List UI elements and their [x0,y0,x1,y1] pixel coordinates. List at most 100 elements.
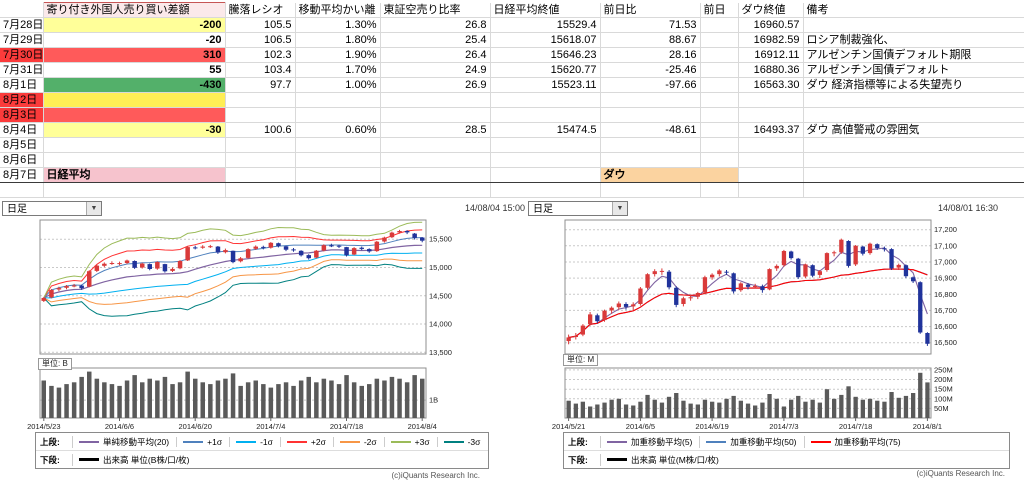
dow-close-cell[interactable]: 16880.36 [738,62,804,78]
empty-cell[interactable] [803,107,1024,123]
empty-cell[interactable] [225,182,296,198]
diff-cell[interactable]: 55 [43,62,226,78]
deviation-cell[interactable]: 0.60% [295,122,381,138]
diff-cell[interactable] [43,107,226,123]
ratio-cell[interactable]: 106.5 [225,32,296,48]
date-cell[interactable]: 8月2日 [0,92,44,108]
empty-cell[interactable] [295,107,381,123]
empty-cell[interactable] [295,182,381,198]
empty-cell[interactable] [0,182,44,198]
chevron-down-icon[interactable]: ▼ [86,202,101,215]
date-cell[interactable]: 7月30日 [0,47,44,63]
date-cell[interactable]: 8月3日 [0,107,44,123]
dow-close-cell[interactable]: 16960.57 [738,17,804,33]
empty-cell[interactable] [490,107,601,123]
empty-cell[interactable] [700,77,739,93]
empty-cell[interactable] [380,152,491,168]
empty-cell[interactable] [600,137,701,153]
header-dow-close[interactable]: ダウ終値 [738,2,804,18]
dow-close-cell[interactable]: 16912.11 [738,47,804,63]
empty-cell[interactable] [700,182,739,198]
nikkei-close-cell[interactable]: 15646.23 [490,47,601,63]
empty-cell[interactable] [803,152,1024,168]
dow-close-cell[interactable]: 16982.59 [738,32,804,48]
deviation-cell[interactable]: 1.00% [295,77,381,93]
deviation-cell[interactable]: 1.80% [295,32,381,48]
date-cell[interactable]: 7月31日 [0,62,44,78]
interval-select-nikkei[interactable]: 日足 ▼ [2,201,102,216]
empty-cell[interactable] [380,107,491,123]
change-cell[interactable]: 88.67 [600,32,701,48]
date-cell[interactable]: 7月29日 [0,32,44,48]
empty-cell[interactable] [490,152,601,168]
empty-cell[interactable] [738,152,804,168]
empty-cell[interactable] [225,92,296,108]
chevron-down-icon[interactable]: ▼ [612,202,627,215]
diff-cell[interactable]: -430 [43,77,226,93]
empty-cell[interactable] [738,107,804,123]
change-cell[interactable]: 71.53 [600,17,701,33]
change-cell[interactable]: -97.66 [600,77,701,93]
note-cell[interactable]: アルゼンチン国債デフォルト [803,62,1024,78]
header-foreign-diff[interactable]: 寄り付き外国人売り買い差額 [42,2,226,18]
empty-cell[interactable] [490,182,601,198]
header-ratio[interactable]: 騰落レシオ [225,2,296,18]
empty-cell[interactable] [43,182,226,198]
empty-cell[interactable] [600,182,701,198]
empty-cell[interactable] [803,167,1024,183]
header-short-ratio[interactable]: 東証空売り比率 [380,2,491,18]
empty-cell[interactable] [738,137,804,153]
change-cell[interactable]: -25.46 [600,62,701,78]
date-cell[interactable]: 8月6日 [0,152,44,168]
short-ratio-cell[interactable]: 28.5 [380,122,491,138]
empty-cell[interactable] [600,92,701,108]
diff-cell[interactable]: 310 [43,47,226,63]
note-cell[interactable]: ダウ 高値警戒の雰囲気 [803,122,1024,138]
empty-cell[interactable] [700,32,739,48]
nikkei-label-cell[interactable]: 日経平均 [42,167,226,183]
empty-cell[interactable] [380,92,491,108]
diff-cell[interactable]: -30 [43,122,226,138]
interval-select-dow[interactable]: 日足 ▼ [528,201,628,216]
header-note[interactable]: 備考 [803,2,1024,18]
note-cell[interactable] [803,17,1024,33]
empty-cell[interactable] [803,137,1024,153]
change-cell[interactable]: -48.61 [600,122,701,138]
empty-cell[interactable] [700,137,739,153]
empty-cell[interactable] [295,137,381,153]
nikkei-close-cell[interactable]: 15620.77 [490,62,601,78]
nikkei-close-cell[interactable]: 15474.5 [490,122,601,138]
date-cell[interactable]: 8月1日 [0,77,44,93]
date-cell[interactable]: 8月4日 [0,122,44,138]
change-cell[interactable]: 28.16 [600,47,701,63]
empty-cell[interactable] [490,167,601,183]
empty-cell[interactable] [700,47,739,63]
empty-cell[interactable] [380,167,491,183]
empty-cell[interactable] [490,137,601,153]
header-nikkei-close[interactable]: 日経平均終値 [490,2,601,18]
ratio-cell[interactable]: 97.7 [225,77,296,93]
date-cell[interactable]: 8月7日 [0,167,44,183]
empty-cell[interactable] [700,17,739,33]
empty-cell[interactable] [490,92,601,108]
ratio-cell[interactable]: 100.6 [225,122,296,138]
empty-cell[interactable] [700,152,739,168]
empty-cell[interactable] [600,107,701,123]
note-cell[interactable]: アルゼンチン国債デフォルト期限 [803,47,1024,63]
note-cell[interactable]: ロシア制裁強化、 [803,32,1024,48]
empty-cell[interactable] [600,152,701,168]
ratio-cell[interactable]: 105.5 [225,17,296,33]
nikkei-close-cell[interactable]: 15618.07 [490,32,601,48]
empty-cell[interactable] [738,182,804,198]
ratio-cell[interactable]: 102.3 [225,47,296,63]
diff-cell[interactable]: -200 [43,17,226,33]
header-prev-day[interactable]: 前日 [700,2,739,18]
dow-label-cell[interactable]: ダウ [599,167,739,183]
deviation-cell[interactable]: 1.30% [295,17,381,33]
empty-cell[interactable] [225,152,296,168]
diff-cell[interactable] [43,92,226,108]
empty-cell[interactable] [43,152,226,168]
empty-cell[interactable] [225,167,296,183]
date-cell[interactable]: 8月5日 [0,137,44,153]
dow-close-cell[interactable]: 16493.37 [738,122,804,138]
